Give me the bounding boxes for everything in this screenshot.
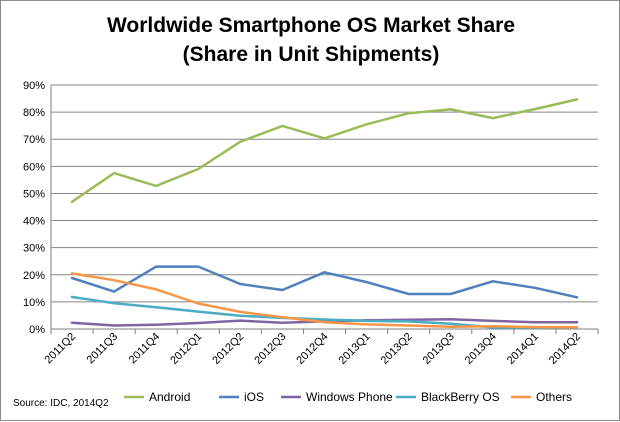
data-point-android — [575, 98, 579, 101]
data-point-ios — [365, 280, 368, 284]
data-point-blackberry-os — [154, 306, 158, 309]
x-tick-label: 2014Q1 — [505, 331, 541, 367]
legend-label-ios: iOS — [244, 390, 264, 404]
data-point-blackberry-os — [449, 322, 452, 326]
data-point-windows-phone — [281, 321, 284, 324]
y-tick-label: 50% — [23, 188, 45, 200]
x-tick-label: 2012Q2 — [210, 331, 246, 367]
data-point-others — [533, 325, 537, 329]
data-point-android — [407, 111, 410, 115]
data-point-others — [197, 302, 200, 305]
data-point-blackberry-os — [112, 302, 116, 305]
data-point-android — [449, 108, 452, 111]
data-point-windows-phone — [575, 321, 579, 324]
data-point-ios — [154, 265, 158, 268]
source-note: Source: IDC, 2014Q2 — [13, 398, 109, 409]
data-point-others — [323, 321, 326, 324]
data-point-windows-phone — [533, 321, 537, 324]
data-point-others — [575, 326, 579, 329]
x-tick-label: 2013Q3 — [421, 331, 457, 367]
y-tick-label: 90% — [23, 80, 45, 92]
x-tick-label: 2012Q1 — [168, 331, 204, 367]
data-point-ios — [323, 271, 326, 274]
x-tick-label: 2012Q4 — [294, 331, 330, 367]
data-point-blackberry-os — [197, 310, 200, 313]
data-point-ios — [70, 276, 74, 280]
legend-label-android: Android — [149, 390, 190, 404]
data-point-blackberry-os — [239, 314, 242, 317]
chart-subtitle: (Share in Unit Shipments) — [183, 43, 440, 66]
data-point-others — [112, 279, 116, 282]
data-point-ios — [281, 288, 284, 292]
data-point-ios — [239, 282, 242, 286]
data-point-android — [491, 116, 495, 120]
series-layer — [70, 98, 579, 329]
data-point-blackberry-os — [365, 319, 368, 323]
data-point-android — [365, 123, 368, 126]
data-point-ios — [112, 290, 116, 293]
data-point-android — [112, 171, 116, 175]
data-point-android — [239, 140, 242, 143]
legend-label-blackberry-os: BlackBerry OS — [421, 390, 500, 404]
y-tick-label: 60% — [23, 161, 45, 173]
x-tick-label: 2013Q4 — [463, 331, 499, 367]
legend: Android iOS Windows Phone BlackBerry OS Othe… — [124, 390, 572, 404]
y-tick-label: 80% — [23, 107, 45, 119]
data-point-others — [491, 325, 495, 328]
data-point-blackberry-os — [407, 320, 410, 323]
data-point-ios — [575, 296, 579, 299]
y-tick-label: 40% — [23, 216, 45, 228]
data-point-others — [449, 325, 452, 329]
data-point-ios — [407, 292, 410, 296]
x-tick-label: 2013Q2 — [379, 331, 415, 367]
data-point-windows-phone — [197, 321, 200, 325]
data-point-windows-phone — [154, 323, 158, 326]
y-tick-label: 20% — [23, 270, 45, 282]
data-point-ios — [491, 280, 495, 283]
data-point-windows-phone — [70, 321, 74, 324]
y-tick-label: 70% — [23, 134, 45, 146]
grid-layer — [51, 84, 598, 330]
series-line-android — [70, 98, 579, 204]
x-tick-label: 2013Q1 — [337, 331, 373, 367]
data-point-android — [533, 107, 537, 111]
data-point-android — [323, 137, 326, 140]
data-point-windows-phone — [239, 319, 242, 322]
y-tick-label: 30% — [23, 243, 45, 255]
data-point-blackberry-os — [70, 295, 74, 299]
data-point-windows-phone — [449, 318, 452, 321]
data-point-blackberry-os — [323, 318, 326, 321]
x-tick-label: 2011Q3 — [85, 331, 121, 367]
data-point-ios — [533, 286, 537, 289]
axis-layer: 0%10%20%30%40%50%60%70%80%90%2011Q2 2011Q… — [23, 80, 599, 367]
data-point-others — [70, 272, 74, 275]
y-tick-label: 10% — [23, 297, 45, 309]
data-point-android — [197, 167, 200, 171]
data-point-windows-phone — [491, 319, 495, 323]
x-tick-label: 2011Q4 — [127, 331, 163, 367]
data-point-android — [154, 184, 158, 188]
data-point-others — [239, 310, 242, 314]
x-tick-label: 2012Q3 — [252, 331, 288, 367]
x-tick-label: 2011Q2 — [43, 331, 79, 367]
data-point-others — [154, 288, 158, 291]
legend-label-others: Others — [536, 390, 572, 404]
legend-label-windows-phone: Windows Phone — [306, 390, 393, 404]
data-point-others — [365, 323, 368, 326]
data-point-android — [281, 124, 284, 128]
data-point-ios — [449, 292, 452, 296]
data-point-ios — [197, 265, 200, 268]
data-point-windows-phone — [112, 324, 116, 327]
data-point-others — [281, 316, 284, 319]
data-point-others — [407, 324, 410, 327]
x-tick-label: 2014Q2 — [547, 331, 583, 367]
data-point-android — [70, 200, 74, 204]
chart-title: Worldwide Smartphone OS Market Share — [107, 14, 515, 37]
y-tick-label: 0% — [29, 324, 45, 336]
